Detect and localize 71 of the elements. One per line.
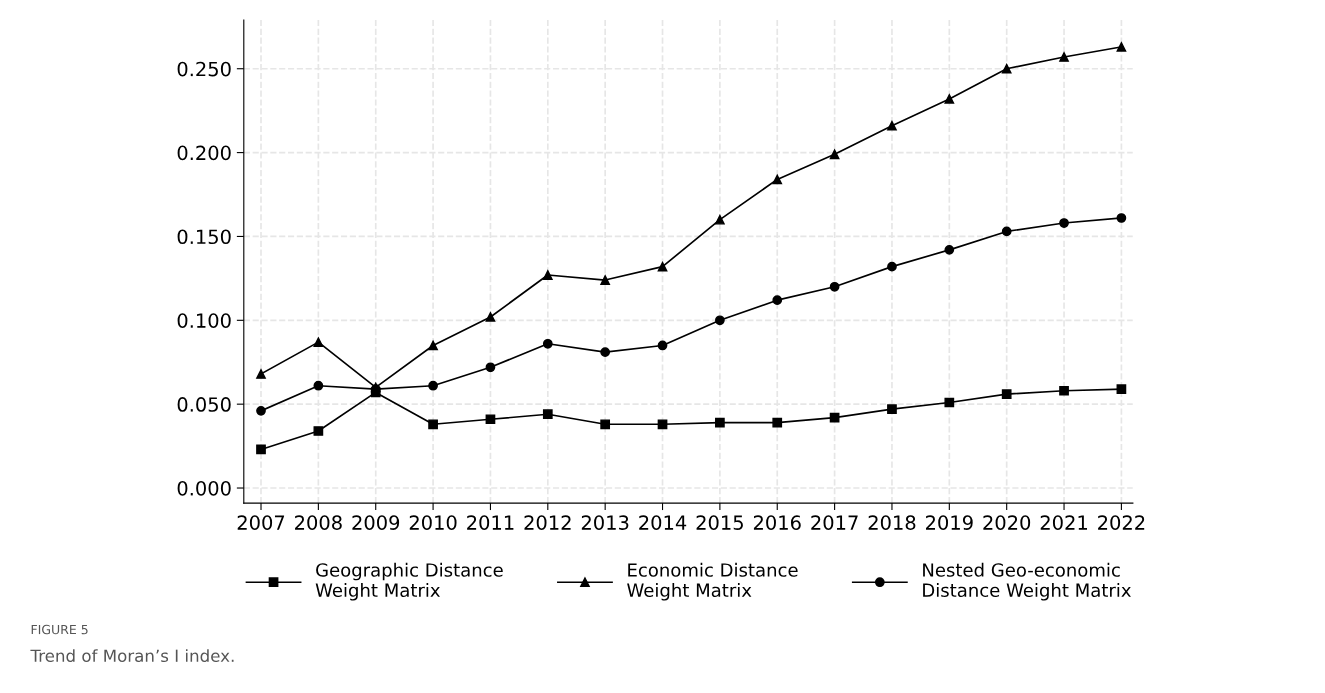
legend-label: Geographic Distance Weight Matrix [315,562,503,601]
point [829,281,840,292]
x-tick-label: 2016 [753,515,801,530]
x-tick-label: 2010 [409,515,457,530]
point [1116,213,1127,223]
y-tick-label: 0.050 [177,397,231,412]
point [600,275,611,285]
x-tick-label: 2014 [639,515,687,530]
x-tick-label: 2020 [983,515,1031,530]
text: Trend of Moran’s I index. [30,649,234,663]
point [256,369,266,379]
x-tick-label: 2007 [237,515,285,530]
point [600,347,611,358]
point [1001,63,1012,74]
y-tick-label: 0.100 [177,313,231,328]
point [485,312,496,322]
x-tick-label: 2017 [811,515,858,530]
point [657,419,668,430]
x-tick-label: 2021 [1040,515,1087,530]
point [428,380,438,391]
point [485,414,496,425]
point [542,270,553,280]
point [1001,389,1012,399]
caption: FIGURE 5 [31,624,88,635]
point [313,380,324,391]
x-tick-label: 2018 [868,515,916,530]
point [887,120,897,131]
point [1059,385,1069,396]
point [715,315,725,326]
point [313,426,324,436]
y-tick-label: 0.200 [177,145,231,161]
legend-label: Economic Distance Weight Matrix [627,562,798,601]
point [1116,384,1127,394]
point [313,337,324,347]
point [1059,52,1069,62]
point [542,338,553,349]
point [887,261,897,272]
point [1001,226,1012,237]
legend-label: Nested Geo-economic Distance Weight Matrix [923,562,1131,601]
point [944,245,955,255]
point [657,261,668,272]
point [1059,218,1069,228]
x-tick-label: 2009 [352,515,400,530]
point [772,417,783,428]
point [829,149,840,160]
y-tick-label: 0.000 [177,480,231,496]
point [542,409,553,420]
point [944,397,955,408]
point [1116,42,1127,52]
x-tick-label: 2019 [926,515,973,530]
point [428,340,438,351]
point [944,94,955,104]
point [600,419,611,430]
y-tick-label: 0.150 [177,229,231,245]
point [772,295,783,306]
x-tick-label: 2008 [295,515,342,530]
x-tick-label: 2013 [581,515,629,530]
y-tick-label: 0.250 [177,61,231,77]
point [256,444,266,455]
x-tick-label: 2011 [467,515,514,530]
point [715,214,725,225]
point [485,362,496,373]
x-tick-label: 2022 [1098,515,1145,530]
x-tick-label: 2015 [696,515,743,530]
point [428,419,438,430]
x-tick-label: 2012 [524,515,571,530]
point [772,174,783,185]
point [657,340,668,351]
point [256,406,266,416]
point [887,404,897,415]
point [715,417,725,428]
